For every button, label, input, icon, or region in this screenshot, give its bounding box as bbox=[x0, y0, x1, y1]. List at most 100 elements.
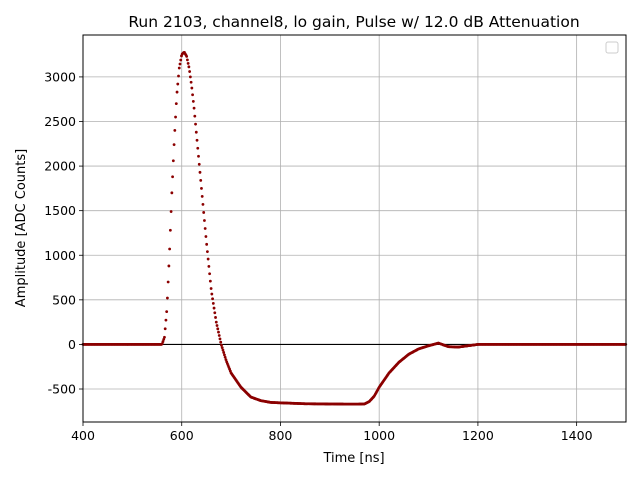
y-tick-label: 1000 bbox=[44, 248, 76, 263]
data-point bbox=[220, 346, 224, 350]
data-point bbox=[186, 61, 190, 65]
data-point bbox=[203, 219, 206, 222]
data-point bbox=[205, 242, 209, 246]
data-point bbox=[167, 264, 171, 268]
data-point bbox=[202, 211, 206, 214]
data-point bbox=[178, 62, 182, 66]
data-point bbox=[164, 318, 168, 322]
data-point bbox=[171, 175, 174, 179]
data-point bbox=[210, 292, 214, 296]
data-point bbox=[179, 58, 183, 62]
data-point bbox=[203, 227, 207, 230]
data-point bbox=[189, 80, 193, 84]
data-point bbox=[221, 348, 225, 352]
data-point bbox=[200, 186, 203, 190]
data-point bbox=[206, 257, 210, 261]
y-tick-label: 2000 bbox=[44, 159, 76, 174]
data-point bbox=[188, 70, 192, 73]
x-tick-label: 800 bbox=[269, 428, 293, 443]
data-point bbox=[187, 65, 191, 69]
x-tick-label: 400 bbox=[71, 428, 95, 443]
data-point bbox=[186, 58, 189, 62]
data-point bbox=[176, 82, 180, 86]
y-tick-label: 0 bbox=[68, 337, 76, 352]
data-point bbox=[223, 355, 227, 359]
data-point bbox=[204, 235, 208, 238]
y-tick-label: 1500 bbox=[44, 203, 76, 218]
y-tick-label: 3000 bbox=[44, 69, 76, 84]
y-tick-label: 500 bbox=[52, 292, 76, 307]
data-point bbox=[194, 130, 198, 134]
data-point bbox=[214, 316, 217, 319]
data-point bbox=[211, 297, 214, 301]
data-point bbox=[174, 115, 177, 119]
data-point bbox=[217, 330, 220, 334]
data-point bbox=[223, 353, 226, 357]
data-point bbox=[196, 146, 200, 150]
data-point bbox=[194, 122, 197, 126]
data-point bbox=[199, 178, 203, 182]
data-point bbox=[177, 66, 181, 70]
data-point bbox=[195, 138, 199, 142]
data-series bbox=[81, 50, 628, 406]
data-point bbox=[217, 334, 221, 337]
data-point bbox=[185, 55, 189, 58]
data-point bbox=[174, 102, 178, 106]
x-axis: 400 600 800 1000 1200 1400 bbox=[71, 422, 593, 443]
data-point bbox=[213, 311, 217, 315]
data-point bbox=[188, 75, 192, 79]
data-point bbox=[206, 250, 209, 254]
x-tick-label: 600 bbox=[170, 428, 194, 443]
data-point bbox=[175, 90, 179, 94]
data-point bbox=[170, 191, 174, 195]
data-point bbox=[197, 154, 200, 158]
data-point bbox=[216, 327, 220, 331]
data-point bbox=[209, 287, 213, 290]
y-tick-label: 2500 bbox=[44, 114, 76, 129]
data-point bbox=[197, 162, 201, 166]
data-point bbox=[166, 296, 169, 300]
data-point bbox=[198, 170, 202, 174]
chart-title: Run 2103, channel8, lo gain, Pulse w/ 12… bbox=[128, 13, 579, 31]
data-point bbox=[192, 106, 196, 110]
y-axis-label: Amplitude [ADC Counts] bbox=[14, 149, 29, 307]
data-point bbox=[193, 114, 197, 118]
data-point bbox=[191, 93, 194, 97]
data-point bbox=[172, 143, 176, 147]
data-point bbox=[220, 343, 223, 347]
data-point bbox=[163, 335, 166, 339]
data-point bbox=[201, 203, 205, 206]
y-axis: -500 0 500 1000 1500 2000 2500 3000 bbox=[44, 69, 83, 397]
data-point bbox=[208, 272, 212, 276]
data-point bbox=[207, 265, 211, 268]
x-axis-label: Time [ns] bbox=[322, 451, 384, 466]
x-tick-label: 1400 bbox=[561, 428, 593, 443]
data-point bbox=[161, 340, 165, 343]
data-point bbox=[214, 320, 218, 324]
data-point bbox=[171, 159, 175, 163]
y-tick-label: -500 bbox=[48, 382, 76, 397]
data-point bbox=[212, 306, 216, 310]
legend-box bbox=[605, 41, 619, 54]
data-point bbox=[177, 74, 180, 78]
data-point bbox=[160, 342, 164, 346]
data-point bbox=[215, 324, 219, 327]
data-point bbox=[168, 247, 172, 251]
data-point bbox=[211, 302, 215, 305]
data-point bbox=[200, 195, 204, 198]
data-point bbox=[218, 337, 222, 341]
x-tick-label: 1200 bbox=[462, 428, 494, 443]
data-point bbox=[165, 310, 169, 314]
data-point bbox=[208, 279, 212, 283]
data-point bbox=[168, 228, 172, 232]
data-point bbox=[191, 100, 195, 103]
data-point bbox=[222, 351, 226, 354]
x-tick-label: 1000 bbox=[363, 428, 395, 443]
data-point bbox=[162, 338, 166, 341]
data-point bbox=[163, 327, 167, 331]
grid-lines bbox=[82, 35, 626, 422]
data-point bbox=[169, 210, 173, 213]
data-point bbox=[190, 86, 194, 90]
data-point bbox=[173, 129, 177, 132]
